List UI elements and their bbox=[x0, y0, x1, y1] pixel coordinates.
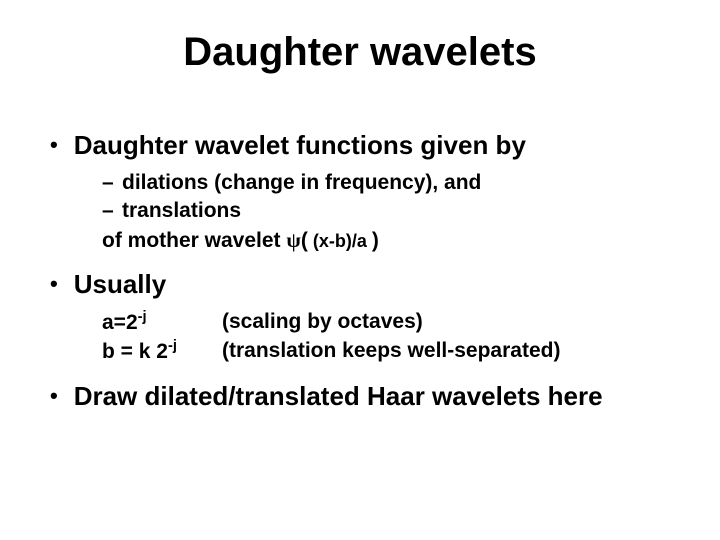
bullet-1-sub-2: –translations bbox=[102, 197, 680, 225]
bullet-1-sub-block: –dilations (change in frequency), and –t… bbox=[102, 169, 680, 255]
bullet-1-sub-2-text: translations bbox=[122, 199, 241, 222]
bullet-3: • Draw dilated/translated Haar wavelets … bbox=[50, 381, 680, 412]
def-b-exp: -j bbox=[168, 338, 177, 354]
def-b-rhs: (translation keeps well-separated) bbox=[222, 337, 560, 366]
bullet-1-text: Daughter wavelet functions given by bbox=[74, 130, 526, 161]
psi-symbol: ψ bbox=[286, 228, 300, 252]
def-a-lhs: a=2-j bbox=[102, 308, 222, 337]
def-a-base: a=2 bbox=[102, 311, 138, 334]
bullet-1: • Daughter wavelet functions given by bbox=[50, 130, 680, 161]
bullet-1-sub-1-text: dilations (change in frequency), and bbox=[122, 171, 481, 194]
bullet-dot-icon: • bbox=[50, 130, 58, 160]
paren-close: ) bbox=[372, 229, 379, 252]
bullet-2: • Usually bbox=[50, 269, 680, 300]
def-a-exp: -j bbox=[138, 309, 147, 325]
bullet-dot-icon: • bbox=[50, 269, 58, 299]
bullet-2-defs: a=2-j (scaling by octaves) b = k 2-j (tr… bbox=[102, 308, 680, 367]
bullet-2-text: Usually bbox=[74, 269, 167, 300]
def-a-rhs: (scaling by octaves) bbox=[222, 308, 423, 337]
def-b-base: b = k 2 bbox=[102, 340, 168, 363]
def-row-b: b = k 2-j (translation keeps well-separa… bbox=[102, 337, 680, 366]
paren-open: ( bbox=[301, 229, 308, 252]
dash-icon: – bbox=[102, 169, 122, 197]
bullet-1-sub-1: –dilations (change in frequency), and bbox=[102, 169, 680, 197]
dash-icon: – bbox=[102, 197, 122, 225]
bullet-1-sub-3-prefix: of mother wavelet bbox=[102, 229, 286, 252]
def-row-a: a=2-j (scaling by octaves) bbox=[102, 308, 680, 337]
formula-arg: (x-b)/a bbox=[308, 231, 372, 251]
bullet-dot-icon: • bbox=[50, 381, 58, 411]
def-b-lhs: b = k 2-j bbox=[102, 337, 222, 366]
bullet-1-sub-3: of mother wavelet ψ( (x-b)/a ) bbox=[102, 226, 680, 255]
bullet-3-text: Draw dilated/translated Haar wavelets he… bbox=[74, 381, 603, 412]
slide-title: Daughter wavelets bbox=[40, 30, 680, 75]
